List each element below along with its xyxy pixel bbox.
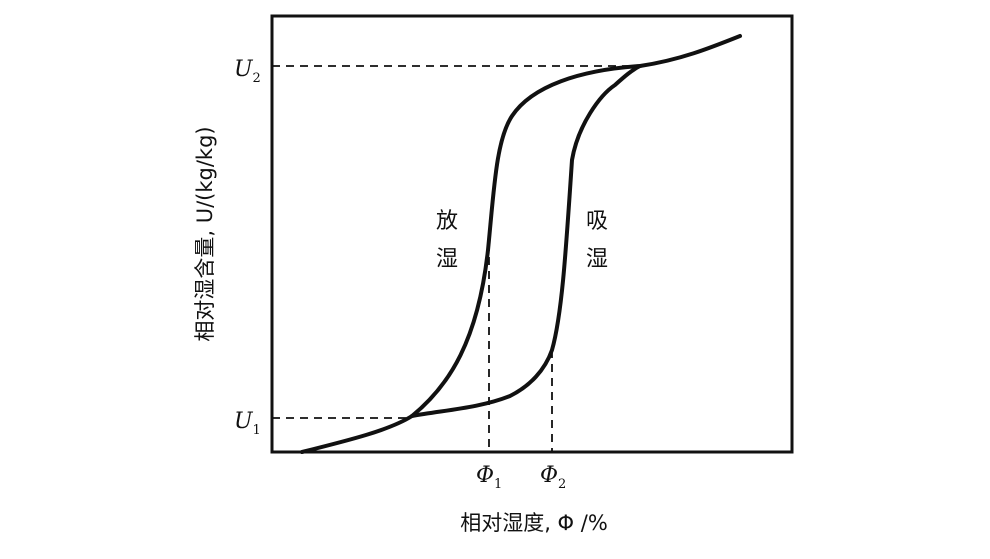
u2-label: U2: [234, 57, 261, 86]
phi2-label: Φ2: [540, 463, 566, 492]
adsorption-curve: [410, 34, 742, 418]
desorption-label-char-1: 放: [436, 209, 458, 234]
adsorption-label-char-1: 吸: [586, 209, 608, 234]
phi1-label: Φ1: [476, 463, 502, 492]
adsorption-label-char-2: 湿: [586, 247, 608, 272]
y-axis-title: 相对湿含量, U/(kg/kg): [193, 126, 217, 341]
plot-frame: [270, 14, 794, 454]
x-axis-title: 相对湿度, Φ /%: [460, 511, 608, 535]
desorption-label-char-2: 湿: [436, 247, 458, 272]
u1-label: U1: [234, 409, 261, 438]
desorption-curve: [300, 64, 642, 454]
